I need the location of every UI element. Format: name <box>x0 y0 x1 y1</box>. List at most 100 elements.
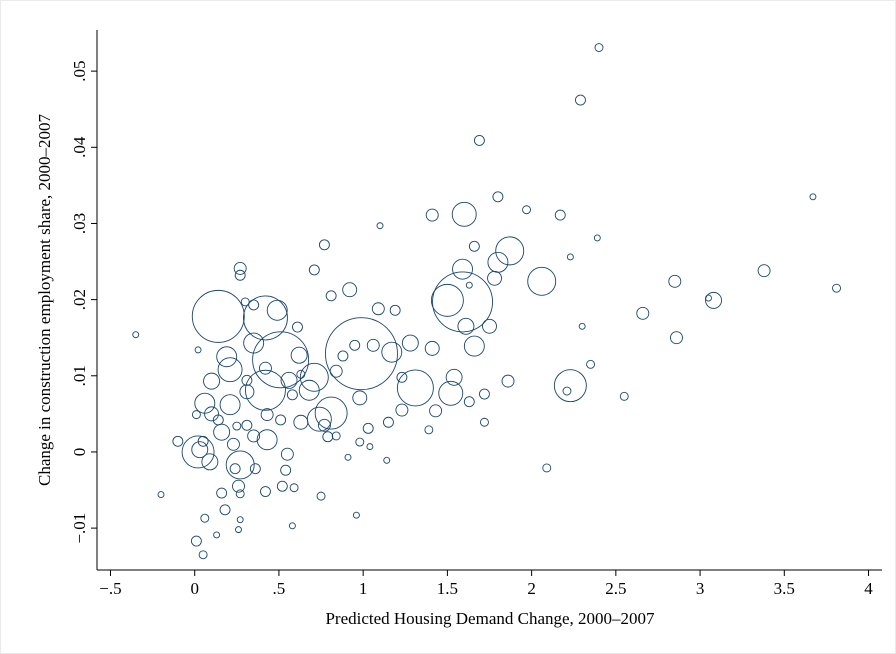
y-tick-label: −.01 <box>70 513 89 544</box>
x-tick-label: 2 <box>527 579 536 598</box>
bubble <box>325 317 398 391</box>
bubble <box>289 483 299 493</box>
bubble <box>396 371 408 383</box>
bubble <box>275 414 287 426</box>
x-tick-label: 0 <box>190 579 199 598</box>
bubble <box>445 368 463 386</box>
bubble <box>554 209 566 221</box>
bubble <box>429 404 443 418</box>
bubble <box>495 236 525 266</box>
bubble <box>219 504 231 516</box>
bubble <box>203 372 220 390</box>
y-tick-label: 0 <box>70 448 89 457</box>
bubble <box>366 338 380 352</box>
bubble <box>594 43 604 52</box>
bubble <box>468 240 480 252</box>
bubble <box>487 270 503 286</box>
bubble <box>757 264 771 278</box>
x-tick-label: .5 <box>273 579 286 598</box>
bubble <box>463 335 485 357</box>
bubble <box>241 374 253 386</box>
bubble <box>256 429 278 451</box>
y-tick-label: .01 <box>70 365 89 386</box>
bubble <box>432 271 493 333</box>
bubble <box>355 437 365 447</box>
bubble <box>322 431 334 443</box>
bubble <box>553 369 587 403</box>
bubble <box>191 289 245 343</box>
bubble <box>316 491 326 501</box>
bubble <box>245 369 286 411</box>
bubble <box>241 419 253 431</box>
bubble <box>325 290 337 302</box>
bubble <box>522 205 532 215</box>
x-tick-label: 3 <box>696 579 705 598</box>
bubble <box>243 295 288 341</box>
bubble <box>349 339 361 351</box>
bubble <box>197 435 209 447</box>
x-tick-label: 3.5 <box>774 579 795 598</box>
bubble <box>191 410 201 420</box>
bubble <box>190 535 202 547</box>
bubble <box>479 417 489 427</box>
bubble <box>575 94 586 106</box>
bubble <box>381 341 403 363</box>
x-tick-label: 2.5 <box>605 579 626 598</box>
bubble <box>235 489 245 499</box>
bubble <box>212 414 224 426</box>
bubble <box>457 317 475 335</box>
y-tick-label: .04 <box>70 136 89 158</box>
bubble <box>280 447 294 461</box>
y-tick-label: .02 <box>70 289 89 310</box>
bubble <box>216 487 228 499</box>
bubble <box>376 222 384 230</box>
bubble <box>260 408 274 422</box>
bubble <box>280 371 298 389</box>
bubble <box>619 391 629 401</box>
bubble <box>636 306 650 320</box>
bubble <box>527 266 557 296</box>
bubble <box>248 299 260 311</box>
bubble <box>482 318 497 334</box>
bubble <box>832 283 841 293</box>
bubble <box>668 274 682 288</box>
bubble <box>331 431 341 441</box>
bubble <box>371 302 385 316</box>
bubble <box>382 416 394 428</box>
x-tick-label: 1 <box>359 579 368 598</box>
bubble <box>293 414 309 430</box>
bubble <box>342 282 358 298</box>
bubble <box>266 299 288 321</box>
bubble <box>157 491 165 499</box>
bubble <box>566 253 574 261</box>
y-axis-title: Change in construction employment share,… <box>35 113 54 486</box>
bubble <box>424 340 440 356</box>
x-axis-title: Predicted Housing Demand Change, 2000–20… <box>325 609 655 628</box>
bubble <box>233 261 247 275</box>
bubble <box>451 201 477 227</box>
bubble <box>314 396 348 430</box>
bubble <box>425 208 439 222</box>
bubble <box>198 550 208 560</box>
bubble <box>288 522 296 530</box>
bubble <box>213 531 221 539</box>
bubble <box>200 513 210 523</box>
bubble <box>252 331 310 389</box>
bubble <box>705 291 722 309</box>
bubble <box>234 269 246 281</box>
bubble <box>492 191 504 203</box>
bubble <box>259 361 272 375</box>
bubble <box>401 334 419 352</box>
bubble <box>236 516 244 524</box>
bubble <box>389 304 401 316</box>
bubble <box>366 443 374 451</box>
bubble <box>809 193 817 201</box>
bubble <box>430 283 464 317</box>
x-tick-label: 1.5 <box>437 579 458 598</box>
bubble <box>217 357 243 383</box>
bubble <box>452 258 473 280</box>
bubble <box>232 479 245 493</box>
bubble <box>705 294 712 302</box>
bubble <box>247 429 261 443</box>
